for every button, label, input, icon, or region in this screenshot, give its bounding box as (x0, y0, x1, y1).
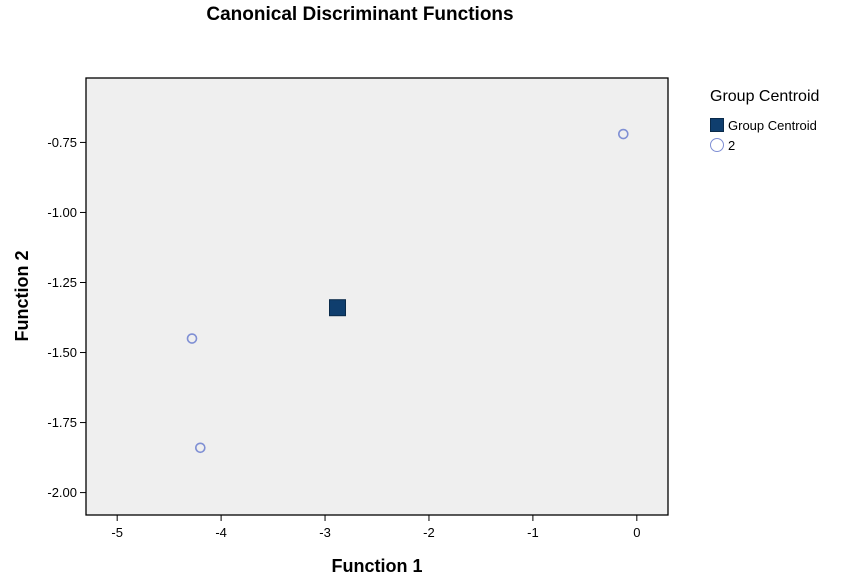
y-axis: -0.75 -1.00 -1.25 -1.50 -1.75 -2.00 (47, 135, 86, 500)
chart-title: Canonical Discriminant Functions (206, 4, 514, 25)
y-tick-label: -1.50 (47, 345, 77, 360)
x-tick-label: -5 (111, 525, 123, 540)
legend-item-2: 2 (710, 135, 819, 155)
x-tick-label: -2 (423, 525, 435, 540)
x-tick-label: -3 (319, 525, 331, 540)
plot-area (85, 77, 669, 516)
legend-item-group-centroid: Group Centroid (710, 115, 819, 135)
y-tick-label: -0.75 (47, 135, 77, 150)
case-point (186, 333, 198, 344)
y-tick-label: -2.00 (47, 485, 77, 500)
case-point (195, 442, 206, 454)
case-point (618, 128, 629, 140)
legend-label: Group Centroid (728, 117, 817, 133)
x-tick-label: -4 (215, 525, 227, 540)
y-tick-label: -1.75 (47, 415, 77, 430)
x-axis: -5 -4 -3 -2 -1 0 (111, 515, 640, 540)
y-axis-title: Function 2 (12, 251, 32, 342)
legend: Group Centroid Group Centroid 2 (710, 88, 819, 155)
legend-title: Group Centroid (710, 88, 820, 105)
x-tick-label: -1 (527, 525, 539, 540)
x-tick-label: 0 (633, 525, 640, 540)
data-points (186, 128, 629, 454)
group-centroid-point (329, 299, 347, 317)
legend-label: 2 (728, 137, 736, 153)
y-tick-label: -1.00 (47, 205, 77, 220)
square-marker-icon (710, 118, 724, 132)
circle-marker-icon (710, 138, 724, 152)
y-tick-label: -1.25 (47, 275, 77, 290)
x-axis-title: Function 1 (332, 556, 423, 576)
